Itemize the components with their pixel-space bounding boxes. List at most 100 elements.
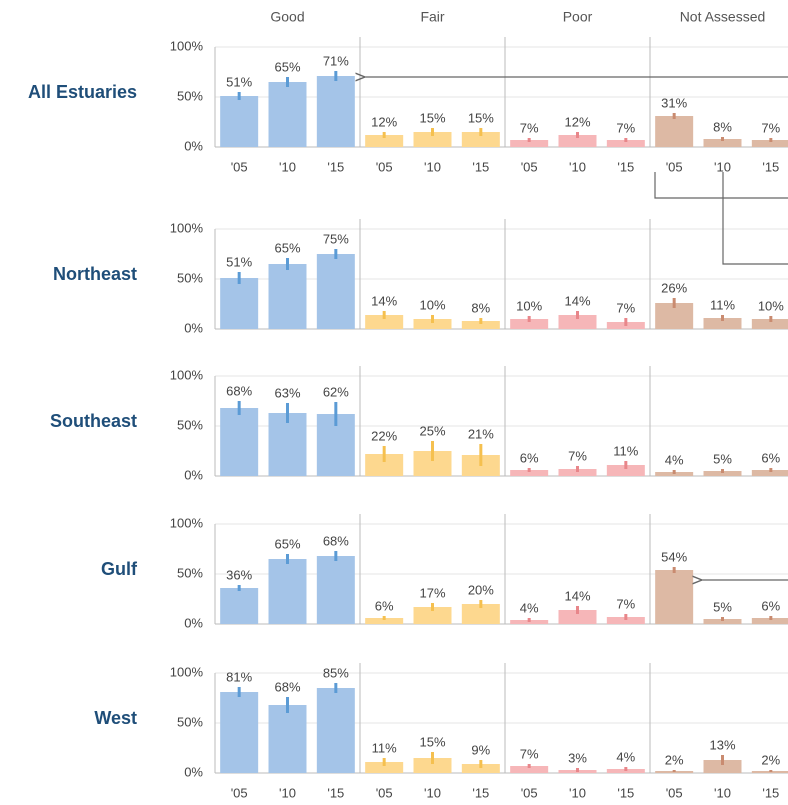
bar: [510, 140, 549, 147]
bar: [220, 692, 259, 773]
column-header: Not Assessed: [680, 9, 766, 25]
value-label: 8%: [471, 300, 490, 315]
row-name: Gulf: [101, 559, 138, 579]
value-label: 2%: [665, 752, 684, 767]
bar: [316, 254, 355, 329]
connector: [722, 172, 788, 265]
x-tick-label: '05: [666, 785, 683, 800]
value-label: 10%: [758, 298, 784, 313]
value-label: 20%: [468, 582, 494, 597]
bar: [751, 470, 788, 476]
value-label: 68%: [323, 533, 349, 548]
x-tick-label: '05: [231, 159, 248, 174]
value-label: 71%: [323, 53, 349, 68]
x-tick-label: '05: [376, 159, 393, 174]
bar: [268, 82, 307, 147]
value-label: 17%: [419, 585, 445, 600]
y-tick-label: 0%: [184, 467, 203, 482]
x-tick-label: '15: [617, 159, 634, 174]
bar: [606, 617, 645, 624]
x-tick-label: '15: [472, 159, 489, 174]
value-label: 8%: [713, 119, 732, 134]
value-label: 22%: [371, 428, 397, 443]
column-header: Fair: [420, 9, 444, 25]
x-tick-label: '05: [376, 785, 393, 800]
value-label: 12%: [564, 114, 590, 129]
bar: [220, 278, 259, 329]
y-tick-label: 50%: [177, 88, 203, 103]
value-label: 7%: [761, 120, 780, 135]
y-tick-label: 0%: [184, 764, 203, 779]
value-label: 51%: [226, 74, 252, 89]
value-label: 6%: [375, 598, 394, 613]
bar: [220, 408, 259, 476]
y-tick-label: 0%: [184, 615, 203, 630]
bar: [220, 588, 259, 624]
bar: [558, 469, 597, 476]
bar: [268, 705, 307, 773]
x-tick-label: '10: [714, 159, 731, 174]
column-header: Poor: [563, 9, 593, 25]
row-name: All Estuaries: [28, 82, 137, 102]
bar: [606, 465, 645, 476]
value-label: 5%: [713, 451, 732, 466]
bar: [510, 766, 549, 773]
value-label: 15%: [419, 110, 445, 125]
bar: [461, 764, 500, 773]
value-label: 21%: [468, 426, 494, 441]
bar: [268, 413, 307, 476]
bar: [365, 135, 404, 147]
bar: [703, 318, 742, 329]
x-tick-label: '15: [762, 785, 779, 800]
bar: [413, 758, 452, 773]
bar: [268, 264, 307, 329]
y-tick-label: 100%: [170, 220, 204, 235]
bar: [703, 471, 742, 476]
value-label: 54%: [661, 549, 687, 564]
value-label: 7%: [520, 120, 539, 135]
x-tick-label: '15: [327, 785, 344, 800]
value-label: 68%: [226, 383, 252, 398]
connector: [654, 172, 788, 199]
bar: [751, 140, 788, 147]
value-label: 15%: [419, 734, 445, 749]
bar: [510, 470, 549, 476]
bar: [316, 556, 355, 624]
bar: [413, 319, 452, 329]
bar: [703, 139, 742, 147]
bar: [220, 96, 259, 147]
value-label: 7%: [616, 300, 635, 315]
value-label: 65%: [274, 59, 300, 74]
row-name: Southeast: [50, 411, 137, 431]
x-tick-label: '05: [666, 159, 683, 174]
row-name: West: [94, 708, 137, 728]
bar: [751, 319, 788, 329]
bar: [365, 454, 404, 476]
x-tick-label: '10: [424, 159, 441, 174]
bar: [461, 604, 500, 624]
bar: [655, 116, 694, 147]
value-label: 85%: [323, 665, 349, 680]
value-label: 5%: [713, 599, 732, 614]
y-tick-label: 50%: [177, 417, 203, 432]
bar: [316, 688, 355, 773]
row-name: Northeast: [53, 264, 137, 284]
x-tick-label: '10: [714, 785, 731, 800]
value-label: 81%: [226, 669, 252, 684]
value-label: 7%: [568, 448, 587, 463]
x-tick-label: '15: [762, 159, 779, 174]
bar: [751, 618, 788, 624]
value-label: 15%: [468, 110, 494, 125]
x-tick-label: '10: [569, 785, 586, 800]
y-tick-label: 100%: [170, 515, 204, 530]
bar: [413, 132, 452, 147]
value-label: 6%: [761, 598, 780, 613]
bar: [413, 607, 452, 624]
bar: [510, 319, 549, 329]
bar: [558, 135, 597, 147]
value-label: 31%: [661, 95, 687, 110]
value-label: 14%: [564, 588, 590, 603]
value-label: 65%: [274, 536, 300, 551]
x-tick-label: '15: [327, 159, 344, 174]
bar: [703, 760, 742, 773]
